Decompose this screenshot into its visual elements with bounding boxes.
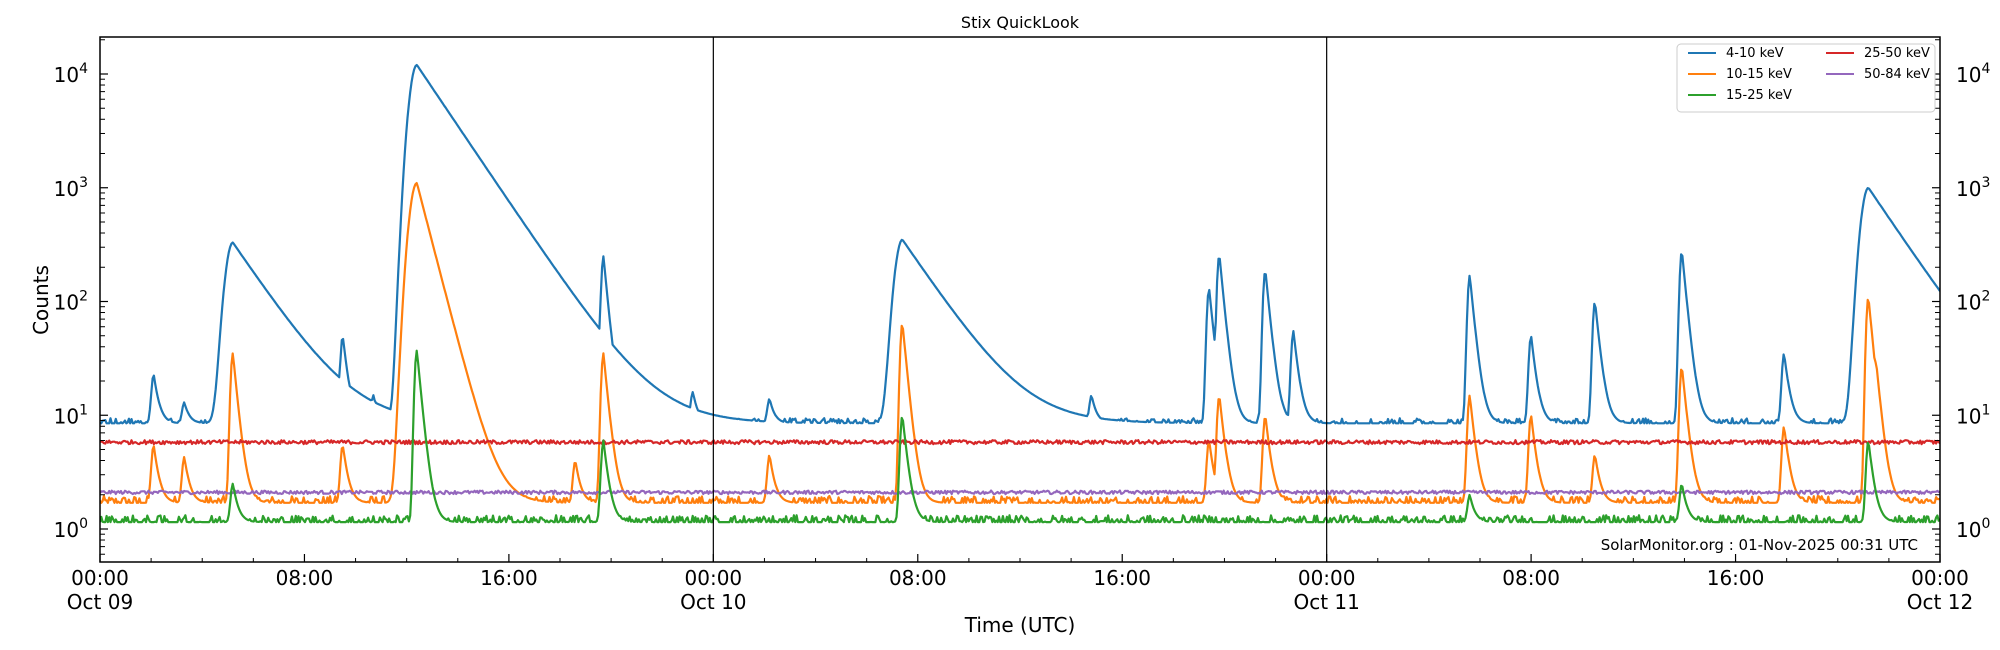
y-tick-label: 100	[1956, 516, 1990, 542]
credit-annotation: SolarMonitor.org : 01-Nov-2025 00:31 UTC	[1601, 536, 1918, 554]
y-tick-label: 101	[1956, 402, 1990, 428]
chart-title: Stix QuickLook	[961, 13, 1080, 32]
day-separators	[712, 37, 1328, 562]
y-tick-label: 102	[1956, 289, 1990, 315]
legend-label: 10-15 keV	[1726, 67, 1792, 82]
x-axis-label: Time (UTC)	[964, 613, 1076, 637]
legend-label: 15-25 keV	[1726, 88, 1792, 103]
legend: 4-10 keV 10-15 keV 15-25 keV 25-50 keV 50-84…	[1676, 43, 1936, 113]
y-tick-label: 104	[1956, 61, 1990, 87]
x-tick-date-label: Oct 10	[680, 590, 746, 614]
y-tick-label: 103	[1956, 175, 1990, 201]
legend-label: 25-50 keV	[1864, 46, 1930, 61]
y-axis: 100 100 101 101 102 102 103 103 104 104	[54, 39, 1990, 555]
y-tick-label: 103	[54, 175, 88, 201]
x-tick-label: 08:00	[889, 566, 947, 590]
y-axis-label: Counts	[29, 265, 53, 335]
x-tick-label: 00:00	[1911, 566, 1969, 590]
x-tick-label: 08:00	[276, 566, 334, 590]
y-tick-label: 101	[54, 402, 88, 428]
series-line-4-10-kev	[100, 63, 1940, 425]
x-tick-label: 16:00	[480, 566, 538, 590]
series-line-15-25-kev	[100, 349, 1940, 524]
y-tick-label: 100	[54, 516, 88, 542]
x-tick-label: 16:00	[1093, 566, 1151, 590]
x-tick-label: 16:00	[1707, 566, 1765, 590]
x-tick-date-label: Oct 12	[1907, 590, 1973, 614]
y-tick-label: 104	[54, 61, 88, 87]
series-line-50-84-kev	[100, 489, 1940, 496]
series-layer	[100, 63, 1940, 524]
legend-label: 4-10 keV	[1726, 46, 1784, 61]
x-tick-date-label: Oct 09	[67, 590, 133, 614]
legend-label: 50-84 keV	[1864, 67, 1930, 82]
x-tick-label: 00:00	[71, 566, 129, 590]
x-tick-label: 00:00	[1298, 566, 1356, 590]
series-line-10-15-kev	[100, 182, 1940, 504]
x-tick-label: 08:00	[1502, 566, 1560, 590]
x-tick-date-label: Oct 11	[1293, 590, 1359, 614]
x-tick-label: 00:00	[685, 566, 743, 590]
y-tick-label: 102	[54, 289, 88, 315]
series-line-25-50-kev	[100, 439, 1940, 446]
plot-frame	[99, 36, 1941, 563]
